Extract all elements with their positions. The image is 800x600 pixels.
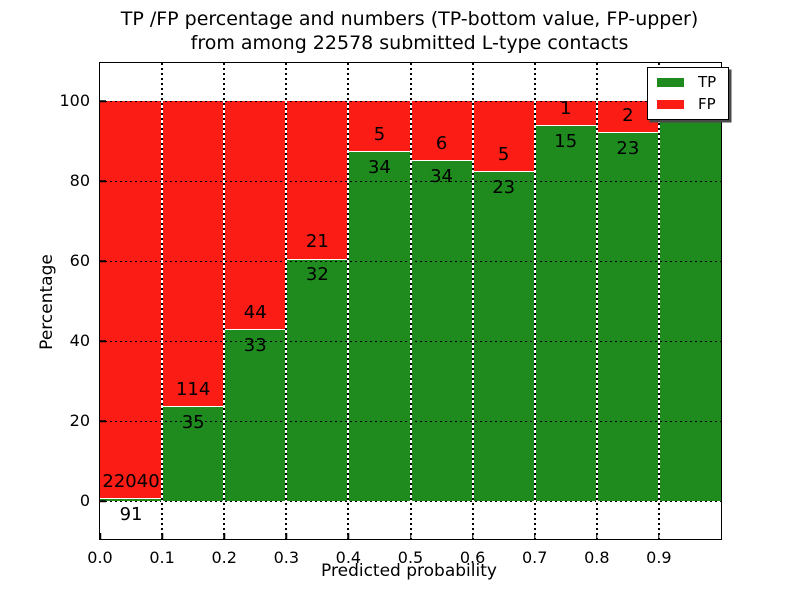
tp-count-label: 35 <box>181 412 205 434</box>
bar-segment-fp <box>162 101 225 408</box>
bar-segment-fp <box>348 101 411 153</box>
y-tick-label: 60 <box>69 251 90 270</box>
fp-count-label: 114 <box>175 379 211 401</box>
x-axis-label: Predicted probability <box>321 561 497 581</box>
fp-count-label: 2 <box>622 105 634 126</box>
legend-row: TP <box>657 74 716 91</box>
x-tick <box>285 533 288 539</box>
legend: TP FP <box>647 67 730 120</box>
x-tick <box>99 533 101 539</box>
x-gridline <box>409 63 412 539</box>
bar-segment-tp <box>224 329 287 501</box>
tp-count-label: 91 <box>119 504 143 526</box>
fp-count-label: 44 <box>243 301 267 323</box>
fp-count-label: 5 <box>497 144 510 166</box>
bar-segment-fp <box>534 101 597 126</box>
chart-title: TP /FP percentage and numbers (TP-bottom… <box>99 7 720 55</box>
tp-count-label: 15 <box>554 131 578 152</box>
x-tick-label: 0.2 <box>211 548 237 567</box>
bar-segment-tp <box>596 133 659 501</box>
bar-segment-tp <box>348 152 411 501</box>
bar-segment-tp <box>472 172 535 501</box>
tp-count-label: 23 <box>616 138 640 159</box>
x-tick <box>223 533 225 539</box>
y-tick <box>100 260 106 262</box>
bar-segment-tp <box>162 407 225 501</box>
x-gridline <box>533 63 536 539</box>
bar-segment-fp <box>472 101 535 173</box>
x-tick-label: 0.1 <box>149 548 175 567</box>
x-tick <box>409 533 412 539</box>
y-tick-label: 0 <box>79 491 90 510</box>
y-tick-label: 20 <box>69 411 90 430</box>
x-tick-label: 0.0 <box>87 548 113 567</box>
x-tick-label: 0.6 <box>459 548 486 567</box>
x-gridline <box>595 63 598 539</box>
fp-count-label: 21 <box>305 231 329 253</box>
bar-segment-fp <box>286 101 349 260</box>
y-tick-label: 100 <box>59 91 90 110</box>
bar-segment-tp <box>286 259 349 501</box>
fp-count-label: 6 <box>435 133 448 154</box>
x-tick-label: 0.5 <box>397 548 424 567</box>
x-tick-label: 0.3 <box>273 548 300 567</box>
bar-segment-tp <box>410 161 473 501</box>
x-gridline <box>285 63 288 539</box>
bar-segment-fp <box>410 101 473 161</box>
tp-count-label: 34 <box>430 166 453 187</box>
y-tick <box>100 500 106 502</box>
x-gridline <box>223 63 226 539</box>
fp-count-label: 22040 <box>102 471 160 493</box>
legend-label: TP <box>698 73 717 91</box>
legend-label: FP <box>698 95 716 113</box>
legend-row: FP <box>657 96 716 113</box>
tp-count-label: 33 <box>243 334 267 356</box>
y-tick <box>100 420 106 422</box>
chart-title-line2: from among 22578 submitted L-type contac… <box>190 32 629 54</box>
x-tick-label: 0.8 <box>584 548 610 567</box>
tp-count-label: 32 <box>305 264 329 286</box>
bar-segment-fp <box>100 101 163 500</box>
x-tick-label: 0.4 <box>335 548 362 567</box>
x-tick <box>471 533 474 539</box>
x-gridline <box>471 63 474 539</box>
x-gridline <box>161 63 164 539</box>
bar-segment-tp <box>534 126 597 501</box>
x-tick <box>533 533 536 539</box>
x-tick <box>596 533 598 539</box>
chart-title-line1: TP /FP percentage and numbers (TP-bottom… <box>120 8 699 30</box>
legend-swatch-fp <box>657 100 684 109</box>
fp-count-label: 1 <box>560 98 572 119</box>
x-tick-label: 0.7 <box>521 548 548 567</box>
tp-count-label: 34 <box>367 157 391 179</box>
x-tick <box>161 533 163 539</box>
y-tick <box>100 340 106 342</box>
y-tick-label: 40 <box>69 331 90 350</box>
legend-swatch-tp <box>657 78 684 87</box>
y-tick <box>100 180 106 182</box>
y-tick <box>100 100 106 102</box>
x-gridline <box>657 63 660 539</box>
plot-area: TP FP 22040 91 114 35 44 33 21 32 5 34 6 34 5 23 1 15 2 23… <box>59 62 730 567</box>
x-gridline <box>347 63 350 539</box>
x-tick-label: 0.9 <box>646 548 672 567</box>
fp-count-label: 5 <box>373 124 386 146</box>
bar-segment-fp <box>224 101 287 330</box>
bar-segment-tp <box>100 499 163 501</box>
x-tick <box>658 533 660 539</box>
y-tick-label: 80 <box>69 171 90 190</box>
tp-count-label: 23 <box>492 177 516 199</box>
x-tick <box>347 533 350 539</box>
bar-segment-tp <box>658 101 721 501</box>
